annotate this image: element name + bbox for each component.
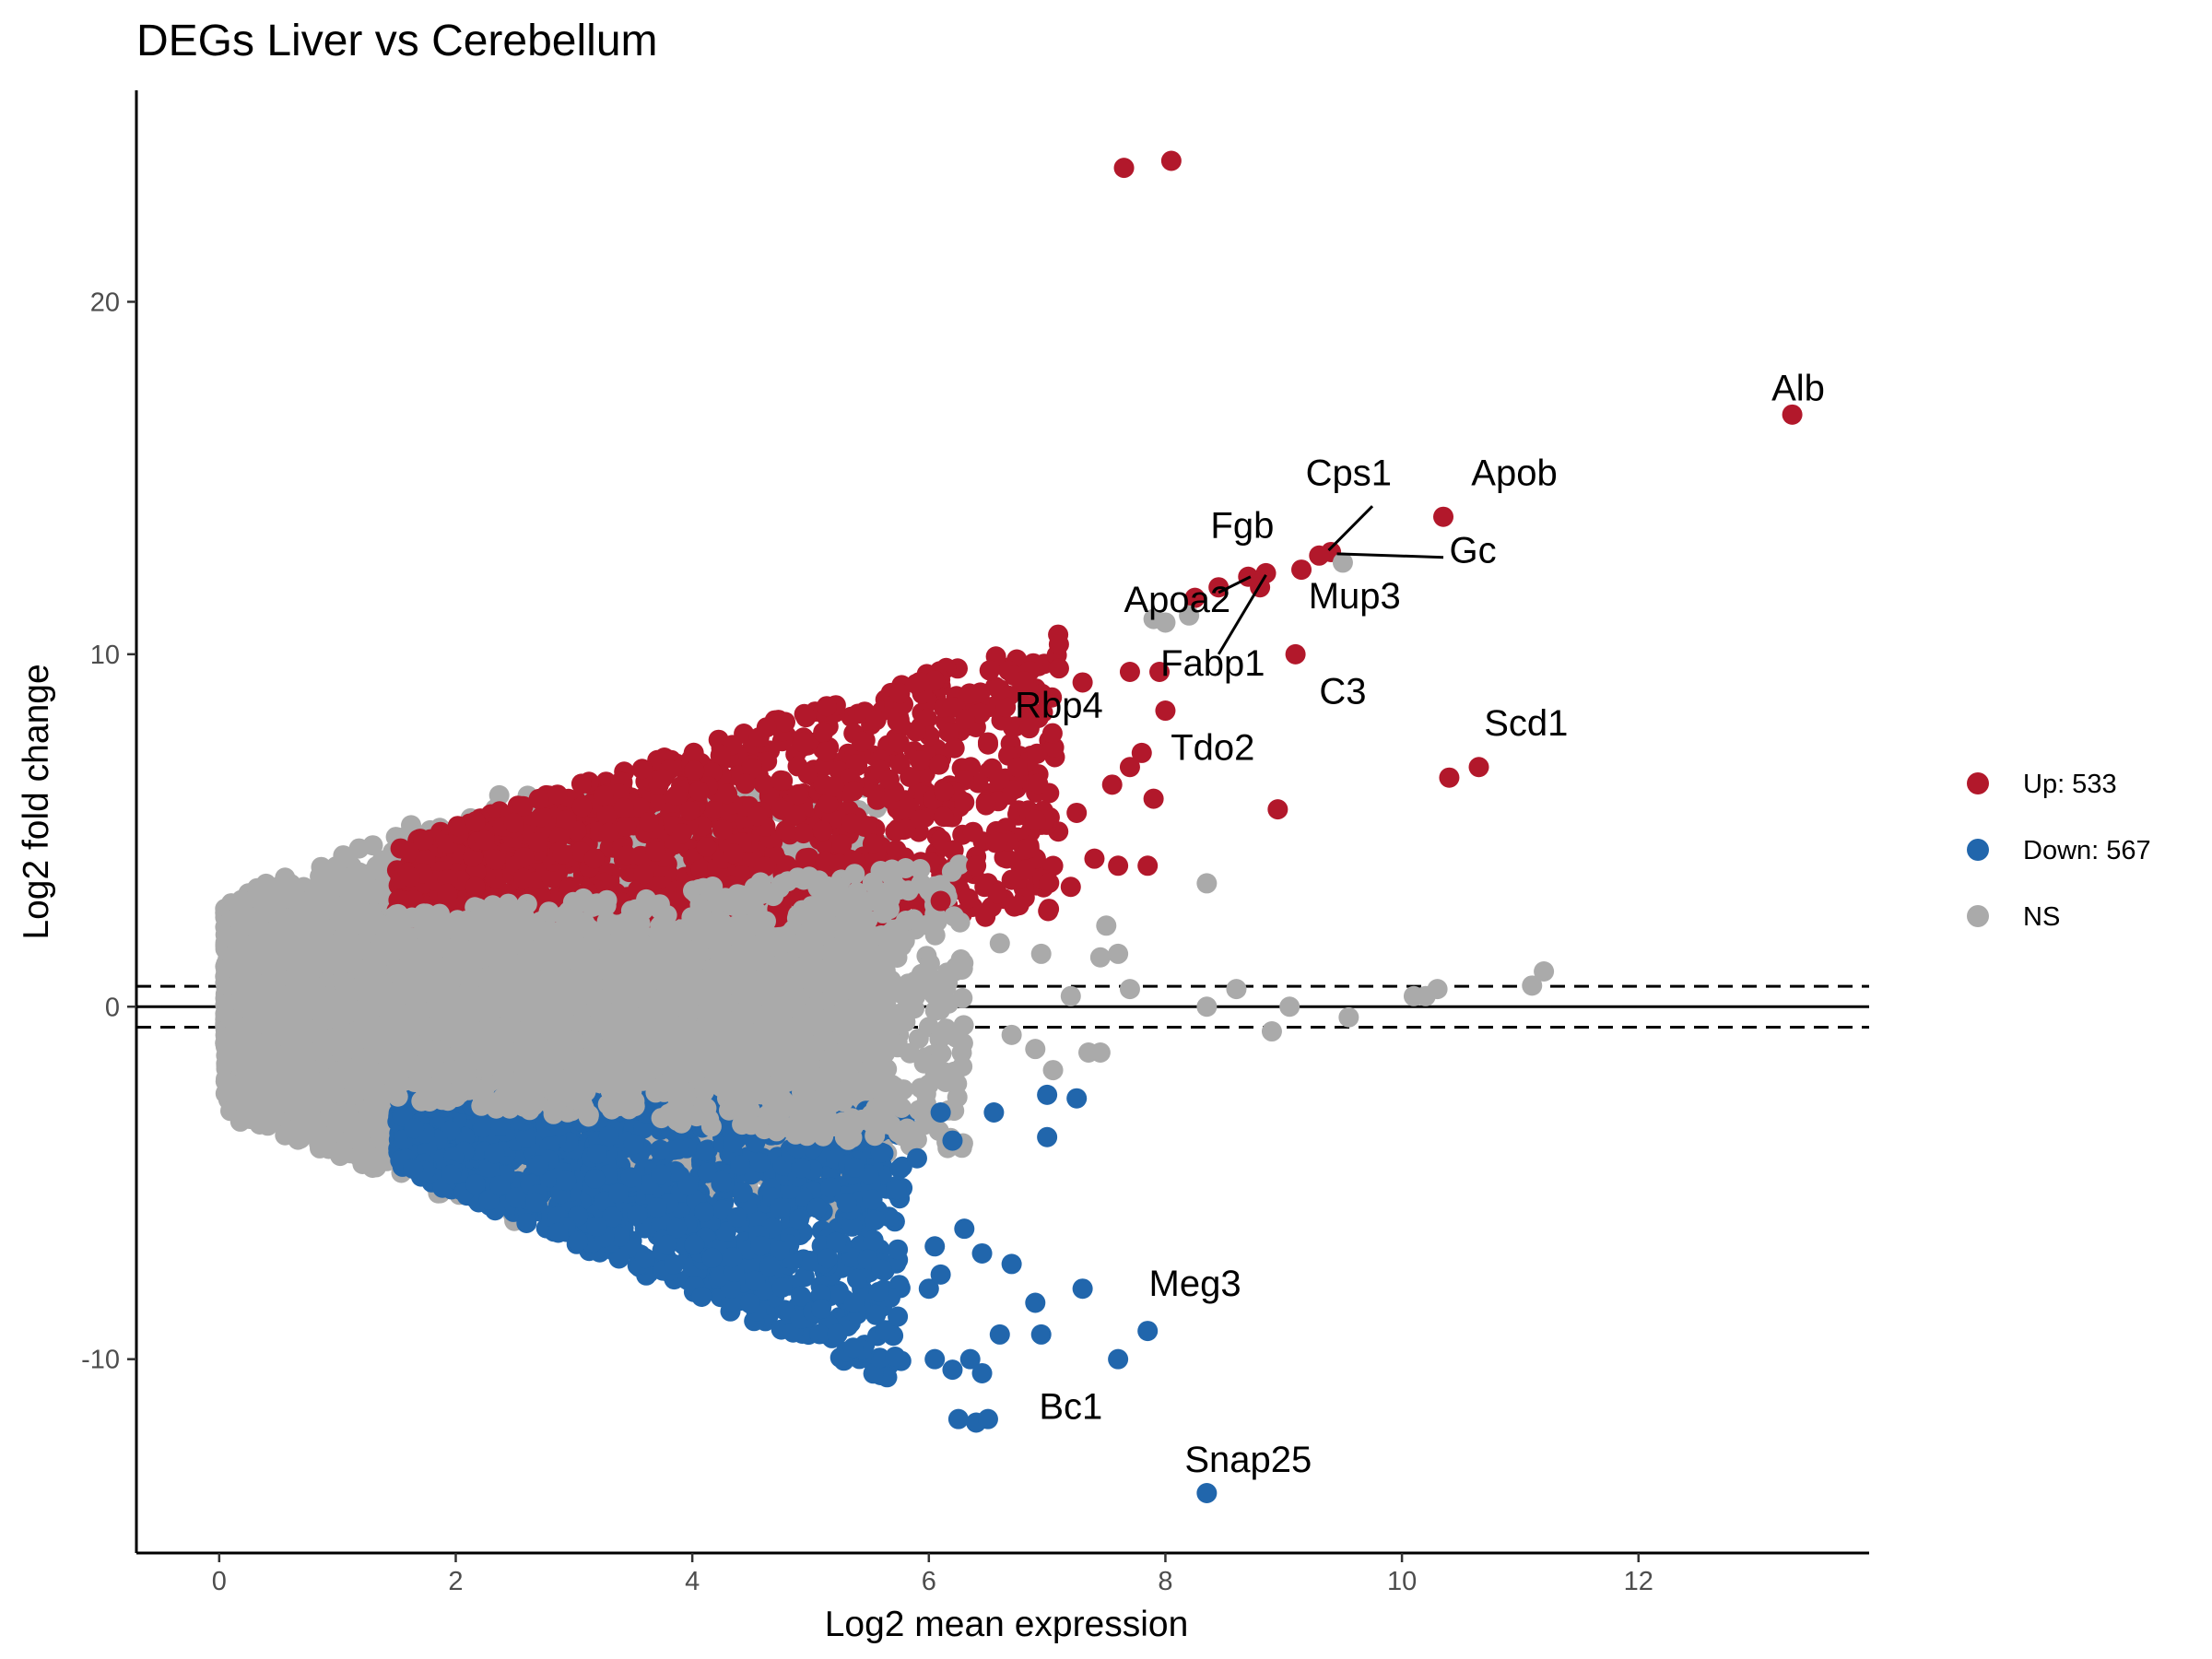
chart-title: DEGs Liver vs Cerebellum <box>136 17 658 65</box>
data-point <box>362 835 383 856</box>
data-points <box>215 150 1803 1503</box>
